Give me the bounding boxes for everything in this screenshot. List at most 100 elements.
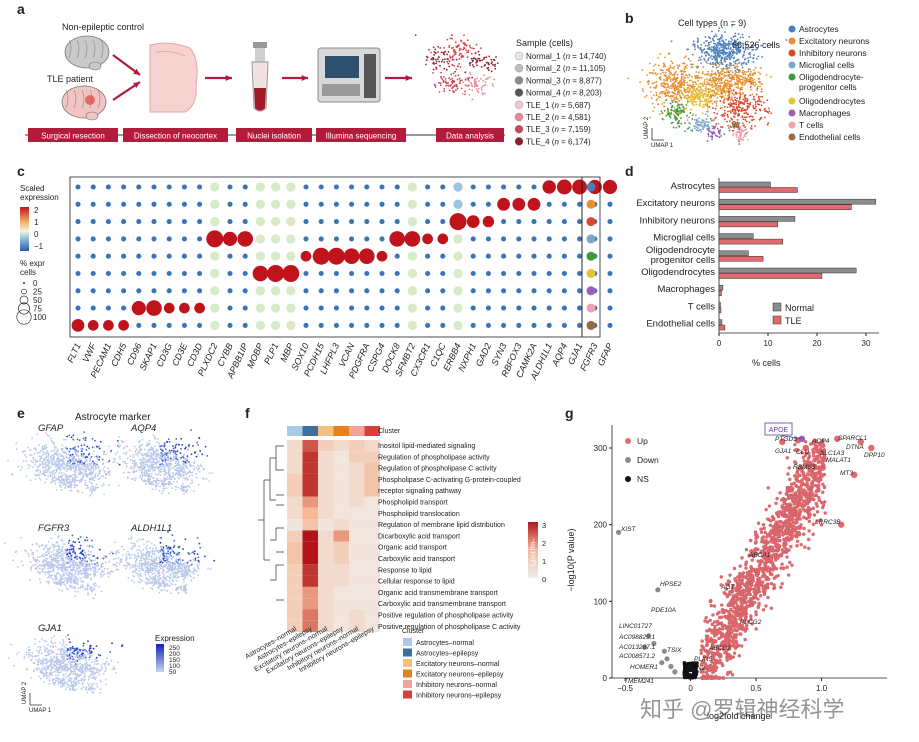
feature-point	[185, 462, 188, 465]
umap-point	[744, 126, 746, 129]
feature-point	[70, 436, 73, 439]
feature-point	[86, 572, 89, 575]
umap-point	[724, 46, 727, 49]
umap-point	[739, 101, 742, 103]
analysis-umap-point	[446, 53, 449, 56]
feature-point	[177, 466, 179, 469]
feature-point	[32, 551, 34, 554]
umap-point	[700, 88, 703, 91]
umap-point	[738, 103, 740, 106]
feature-point	[97, 473, 100, 475]
feature-point	[49, 466, 52, 469]
feature-point	[50, 537, 53, 540]
umap-point	[727, 97, 730, 100]
umap-point	[673, 96, 676, 99]
dot-PECAM1	[105, 236, 111, 242]
umap-point	[724, 57, 727, 60]
umap-point	[747, 70, 750, 73]
dot-PCDH15	[318, 236, 324, 242]
feature-point	[63, 487, 66, 489]
analysis-umap-point	[458, 77, 461, 80]
dot-CAMK2A	[531, 270, 537, 277]
feature-point	[59, 476, 62, 479]
umap-point	[743, 61, 745, 64]
dot-DOCK8	[394, 219, 400, 225]
umap1-label: UMAP 1	[651, 143, 674, 149]
dot-PECAM1	[105, 288, 111, 294]
feature-point	[82, 569, 84, 572]
umap-point	[723, 106, 726, 108]
bar-normal	[718, 284, 724, 291]
analysis-umap-point	[472, 57, 475, 60]
dot-PECAM1	[105, 201, 111, 207]
umap-point	[646, 81, 649, 83]
feature-point	[27, 467, 30, 470]
feature-point	[163, 473, 165, 476]
umap-point	[663, 81, 666, 84]
umap-point	[711, 79, 714, 82]
umap-point	[693, 104, 695, 107]
feature-point	[186, 460, 189, 463]
umap-point	[669, 80, 672, 83]
feature-point	[107, 460, 109, 463]
feature-point	[164, 448, 167, 451]
umap-point	[712, 39, 714, 41]
feature-point	[139, 476, 141, 479]
umap-point	[738, 140, 740, 143]
umap-point	[749, 86, 752, 88]
feature-point	[155, 484, 158, 487]
umap-point	[720, 67, 723, 70]
umap-point	[732, 64, 735, 67]
feature-point	[74, 471, 77, 474]
feature-point	[89, 567, 92, 570]
feature-point	[156, 455, 159, 458]
feature-point	[36, 543, 39, 546]
dot-CX3CR1	[422, 233, 433, 245]
feature-point	[82, 463, 85, 466]
analysis-umap-point	[453, 64, 456, 67]
umap-point	[695, 121, 698, 124]
analysis-umap-point	[465, 84, 468, 87]
umap-point	[703, 41, 706, 44]
feature-point	[73, 556, 76, 559]
feature-point	[152, 477, 155, 480]
dot-MBP	[282, 265, 300, 282]
umap-point	[684, 96, 687, 98]
umap-point	[745, 132, 748, 135]
analysis-umap-point	[433, 51, 436, 53]
dot-APBB1IP	[242, 184, 248, 190]
umap-point	[697, 83, 700, 86]
umap-point	[680, 77, 683, 80]
feature-point	[81, 448, 84, 450]
feature-point	[89, 559, 92, 562]
feature-point	[172, 445, 174, 448]
umap-point	[665, 89, 668, 91]
dot-GAD2	[485, 236, 491, 242]
analysis-umap-point	[469, 71, 471, 74]
analysis-umap-point	[453, 85, 456, 88]
feature-point	[59, 484, 61, 487]
bar-tle	[718, 273, 823, 279]
analysis-umap-point	[460, 56, 463, 59]
feature-point	[54, 471, 57, 474]
analysis-umap-point	[438, 91, 441, 93]
analysis-umap-point	[425, 55, 428, 58]
umap-point	[675, 77, 678, 80]
feature-point	[93, 479, 96, 482]
feature-point	[98, 445, 101, 447]
feature-point	[46, 470, 49, 473]
dot-PCDH15	[318, 305, 324, 311]
umap-point	[684, 122, 686, 124]
umap-point	[641, 88, 644, 90]
feature-point	[153, 451, 156, 454]
umap-point	[691, 81, 694, 84]
umap-point	[725, 67, 728, 70]
umap-point	[741, 138, 744, 141]
feature-point	[55, 566, 58, 569]
feature-point	[69, 476, 72, 479]
umap-point	[661, 103, 664, 105]
feature-point	[63, 468, 66, 470]
feature-point	[174, 458, 177, 461]
analysis-umap-point	[481, 92, 484, 94]
